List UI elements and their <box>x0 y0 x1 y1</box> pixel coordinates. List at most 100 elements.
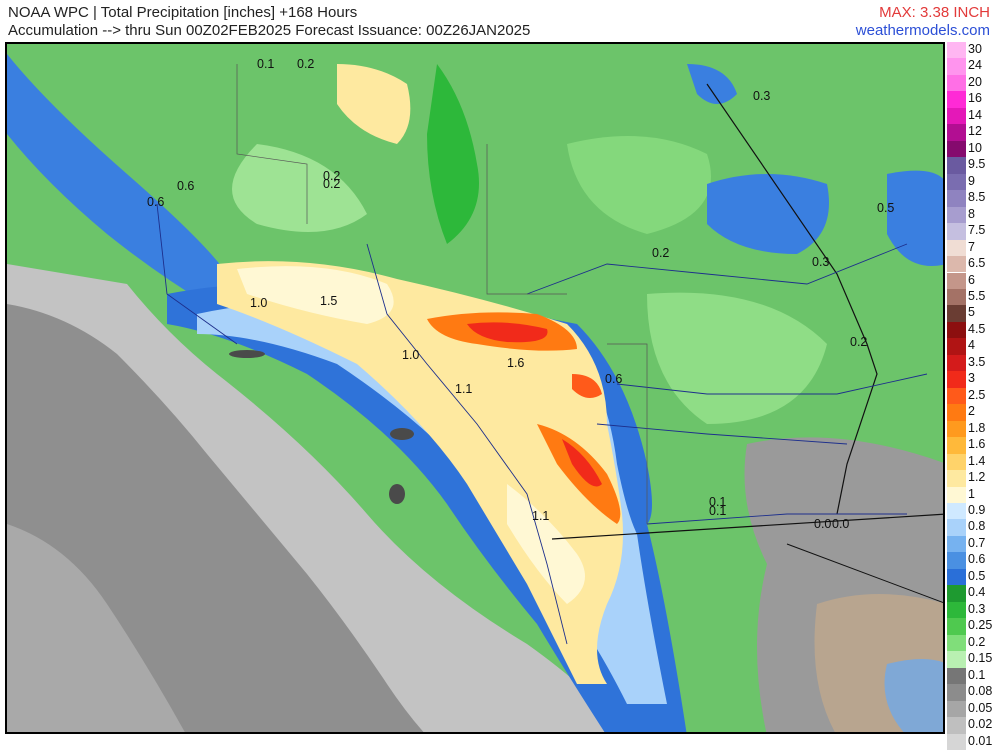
legend-label: 8.5 <box>968 190 986 205</box>
max-precip-label: MAX: 3.38 INCH <box>879 4 990 21</box>
legend-item: 2.5 <box>947 387 1000 405</box>
map-value-label: 1.5 <box>320 294 337 308</box>
legend-label: 2.5 <box>968 387 986 402</box>
legend-label: 5 <box>968 305 975 320</box>
legend-item: 20 <box>947 74 1000 92</box>
highway <box>646 513 907 525</box>
county-line <box>236 64 308 224</box>
county-line <box>607 343 648 524</box>
legend-label: 0.5 <box>968 568 986 583</box>
light-green-area <box>232 144 367 232</box>
legend-label: 0.3 <box>968 601 986 616</box>
legend-item: 0.08 <box>947 684 1000 701</box>
legend-label: 8 <box>968 206 975 221</box>
map-value-label: 0.5 <box>877 201 894 215</box>
legend-item: 14 <box>947 107 1000 125</box>
legend-label: 4 <box>968 338 975 353</box>
legend-label: 9 <box>968 173 975 188</box>
legend-label: 0.4 <box>968 585 986 600</box>
map-value-label: 0.6 <box>605 372 622 386</box>
legend-swatch <box>947 140 966 158</box>
legend-swatch <box>947 91 966 108</box>
legend-item: 1.6 <box>947 437 1000 454</box>
legend-swatch <box>947 651 966 668</box>
map-value-label: 0.2 <box>323 177 340 191</box>
legend-swatch <box>947 453 966 471</box>
cream-area <box>507 484 585 604</box>
legend-swatch <box>947 618 966 635</box>
legend-item: 5 <box>947 305 1000 322</box>
map-value-label: 0.2 <box>652 246 669 260</box>
legend-swatch <box>947 503 966 520</box>
legend-swatch <box>947 733 966 750</box>
legend-item: 7.5 <box>947 223 1000 240</box>
legend-label: 0.02 <box>968 717 993 732</box>
legend-label: 1 <box>968 486 975 501</box>
legend-swatch <box>947 173 966 191</box>
legend-item: 0.6 <box>947 552 1000 569</box>
map-value-label: 0.2 <box>323 169 340 183</box>
legend-swatch <box>947 404 966 421</box>
legend-swatch <box>947 157 966 174</box>
legend-item: 9 <box>947 173 1000 191</box>
legend-label: 24 <box>968 58 982 73</box>
legend-label: 16 <box>968 91 982 106</box>
legend-item: 0.01 <box>947 733 1000 750</box>
ocean-mid-area <box>7 524 185 732</box>
legend-label: 6.5 <box>968 256 986 271</box>
map-value-label: 0.6 <box>177 179 194 193</box>
precipitation-map: 0.1 0.2 0.2 0.2 0.3 0.6 0.6 0.5 1.0 1.5 0.2 0.3 1.0 1… <box>5 42 945 734</box>
legend-item: 9.5 <box>947 157 1000 174</box>
legend-swatch <box>947 338 966 355</box>
legend-item: 0.02 <box>947 717 1000 734</box>
legend-swatch <box>947 223 966 240</box>
legend-label: 10 <box>968 140 982 155</box>
legend-label: 0.15 <box>968 651 993 666</box>
legend-item: 6 <box>947 272 1000 289</box>
legend-item: 1.2 <box>947 470 1000 487</box>
legend-swatch <box>947 387 966 405</box>
legend-swatch <box>947 585 966 602</box>
legend-swatch <box>947 58 966 75</box>
legend-label: 7.5 <box>968 223 986 238</box>
map-value-label: 0.6 <box>147 195 164 209</box>
legend-swatch <box>947 288 966 306</box>
legend-label: 12 <box>968 124 982 139</box>
map-value-label: 0.1 <box>709 504 726 518</box>
blue-patch-north <box>687 64 737 104</box>
island <box>389 484 405 504</box>
legend-swatch <box>947 190 966 207</box>
map-title: NOAA WPC | Total Precipitation [inches] … <box>8 4 358 21</box>
legend-label: 1.4 <box>968 453 986 468</box>
map-value-label: 1.1 <box>532 509 549 523</box>
legend-label: 0.1 <box>968 667 986 682</box>
legend-swatch <box>947 634 966 652</box>
blue-band-north <box>7 54 227 304</box>
legend-swatch <box>947 420 966 438</box>
legend-label: 14 <box>968 107 982 122</box>
legend-item: 0.7 <box>947 535 1000 553</box>
legend-label: 6 <box>968 272 975 287</box>
map-value-label: 0.1 <box>257 57 274 71</box>
legend-label: 0.9 <box>968 503 986 518</box>
map-value-label: 1.1 <box>455 382 472 396</box>
orange-spot <box>572 374 602 398</box>
island <box>229 350 265 358</box>
map-value-label: 1.0 <box>402 348 419 362</box>
legend-item: 2 <box>947 404 1000 421</box>
red-core <box>562 439 602 487</box>
legend-swatch <box>947 552 966 569</box>
precip-legend: 30 24 20 16 14 12 10 9.5 9 8.5 8 7.5 7 6.5 6 5.5 5 4.5 4 3.… <box>947 42 1000 750</box>
blue-patch-east <box>707 174 829 254</box>
legend-label: 1.2 <box>968 470 986 485</box>
highway <box>616 373 928 395</box>
highway <box>526 243 908 295</box>
border-line <box>551 513 943 540</box>
legend-swatch <box>947 437 966 454</box>
legend-label: 0.05 <box>968 700 993 715</box>
map-value-label: 0.3 <box>753 89 770 103</box>
map-value-label: 1.0 <box>250 296 267 310</box>
map-value-label: 0.2 <box>297 57 314 71</box>
legend-label: 0.25 <box>968 618 993 633</box>
legend-item: 6.5 <box>947 256 1000 273</box>
